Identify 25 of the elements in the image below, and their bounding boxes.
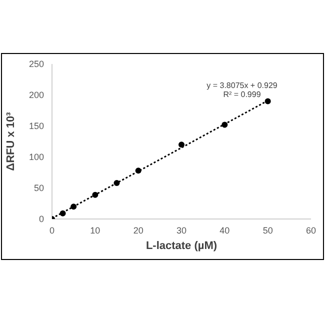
y-tick-label: 150: [28, 121, 44, 132]
x-tick-label: 20: [133, 225, 144, 236]
y-tick-label: 200: [28, 90, 44, 100]
y-axis-title: ΔRFU x 10³: [4, 112, 17, 171]
point: [92, 192, 98, 198]
point: [114, 180, 120, 186]
annotation: R² = 0.999: [222, 90, 262, 99]
point: [178, 142, 184, 148]
x-tick-label: 30: [176, 225, 187, 236]
y-tick-label: 0: [38, 214, 44, 224]
x-tick-label: 40: [220, 225, 230, 236]
point: [135, 168, 142, 174]
x-tick-label: 0: [49, 225, 55, 236]
annotation: y = 3.8075x + 0.929: [206, 81, 278, 90]
y-tick-label: 250: [28, 59, 44, 70]
y-tick-label: 50: [34, 183, 44, 194]
point: [264, 98, 271, 104]
x-tick-label: 10: [90, 225, 100, 236]
x-tick-label: 50: [262, 225, 273, 236]
point: [60, 210, 66, 216]
x-axis-title: L-lactate (µM): [146, 240, 218, 252]
y-tick-label: 100: [28, 152, 44, 162]
point: [70, 204, 77, 210]
x-tick-label: 60: [306, 225, 316, 236]
point: [222, 122, 228, 128]
